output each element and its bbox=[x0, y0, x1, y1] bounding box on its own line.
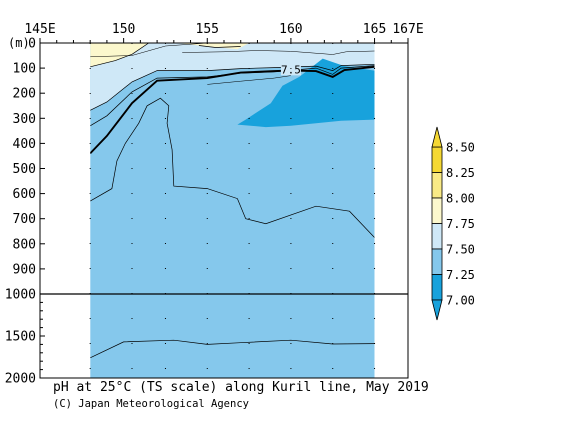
colorbar-swatch bbox=[431, 248, 443, 275]
y-tick-label: 900 bbox=[13, 262, 36, 277]
x-tick-label: 145E bbox=[24, 22, 55, 37]
y-tick-label: 1000 bbox=[5, 288, 36, 303]
chart-credit: (C) Japan Meteorological Agency bbox=[53, 398, 249, 410]
y-tick-label: 400 bbox=[13, 137, 36, 152]
contour-line-7 bbox=[90, 43, 208, 58]
contour-line-4 bbox=[198, 45, 241, 48]
colorbar-swatch bbox=[431, 274, 443, 301]
colorbar: 8.50 8.25 8.00 7.75 7.50 7.25 7.00 bbox=[431, 126, 475, 321]
colorbar-swatch bbox=[431, 146, 443, 173]
y-tick-label: 700 bbox=[13, 212, 36, 227]
contour-line-3 bbox=[90, 43, 149, 68]
fill-band-700-725 bbox=[237, 58, 375, 128]
y-tick-label: 100 bbox=[13, 62, 36, 77]
colorbar-bottom-arrow bbox=[431, 299, 443, 321]
y-tick-label: 200 bbox=[13, 87, 36, 102]
fill-band-750-775 bbox=[90, 43, 375, 111]
colorbar-label: 8.00 bbox=[446, 192, 475, 206]
y-unit-label: (m) bbox=[8, 36, 30, 50]
y-tick-label: 1500 bbox=[5, 330, 36, 345]
contour-line-9 bbox=[182, 50, 375, 55]
colorbar-swatch bbox=[431, 172, 443, 199]
contour-line-6 bbox=[90, 339, 375, 359]
y-tick-label: 300 bbox=[13, 112, 36, 127]
axes: 145E 150 155 160 165 167E 0 100 200 300 400 500 600 7… bbox=[5, 22, 424, 387]
x-tick-label: 150 bbox=[112, 22, 135, 37]
y-tick-label: 500 bbox=[13, 162, 36, 177]
colorbar-label: 7.00 bbox=[446, 294, 475, 308]
y-tick-label: 800 bbox=[13, 237, 36, 252]
x-tick-label: 155 bbox=[196, 22, 219, 37]
colorbar-label: 7.75 bbox=[446, 217, 475, 231]
colorbar-label: 7.50 bbox=[446, 243, 475, 257]
fill-band-775-800-center bbox=[177, 43, 250, 50]
fill-layer bbox=[90, 43, 375, 378]
y-tick-label: 2000 bbox=[5, 372, 36, 387]
contour-line-8 bbox=[207, 75, 291, 85]
contour-layer: 7.5 bbox=[90, 43, 375, 359]
chart-title: pH at 25°C (TS scale) along Kuril line, … bbox=[53, 380, 429, 395]
colorbar-swatch bbox=[431, 197, 443, 224]
x-tick-label: 165 bbox=[363, 22, 386, 37]
colorbar-top-arrow bbox=[431, 126, 443, 148]
x-tick-label: 160 bbox=[279, 22, 302, 37]
colorbar-swatch bbox=[431, 223, 443, 250]
colorbar-label: 7.25 bbox=[446, 268, 475, 282]
y-tick-label: 0 bbox=[28, 37, 36, 52]
contour-line-1 bbox=[90, 63, 375, 111]
contour-label: 7.5 bbox=[281, 63, 301, 76]
contour-line-5 bbox=[90, 97, 375, 238]
contour-line-7-5-bold bbox=[90, 65, 375, 155]
x-tick-label: 167E bbox=[392, 22, 423, 37]
fill-band-775-800-west bbox=[90, 43, 149, 67]
y-tick-label: 600 bbox=[13, 187, 36, 202]
colorbar-label: 8.25 bbox=[446, 166, 475, 180]
colorbar-label: 8.50 bbox=[446, 141, 475, 155]
